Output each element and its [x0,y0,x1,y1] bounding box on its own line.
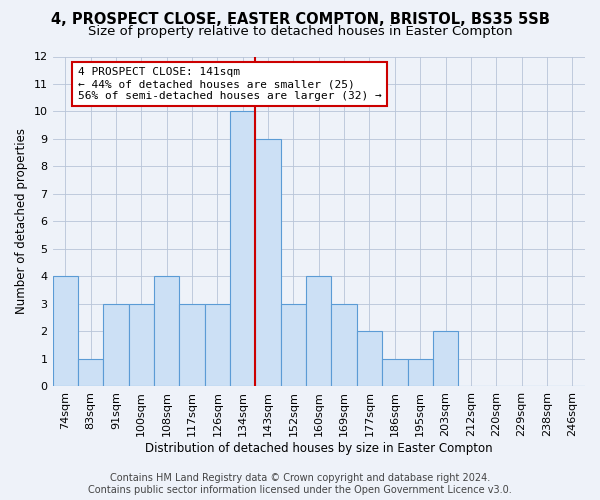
Bar [128,304,154,386]
Bar [256,139,281,386]
Bar [78,359,103,386]
Text: Contains HM Land Registry data © Crown copyright and database right 2024.
Contai: Contains HM Land Registry data © Crown c… [88,474,512,495]
Text: 4 PROSPECT CLOSE: 141sqm
← 44% of detached houses are smaller (25)
56% of semi-d: 4 PROSPECT CLOSE: 141sqm ← 44% of detach… [78,68,382,100]
Bar [281,304,306,386]
X-axis label: Distribution of detached houses by size in Easter Compton: Distribution of detached houses by size … [145,442,493,455]
Bar [331,304,357,386]
Bar [179,304,205,386]
Text: Size of property relative to detached houses in Easter Compton: Size of property relative to detached ho… [88,25,512,38]
Bar [357,332,382,386]
Bar [205,304,230,386]
Bar [103,304,128,386]
Bar [306,276,331,386]
Bar [53,276,78,386]
Bar [433,332,458,386]
Bar [382,359,407,386]
Bar [230,112,256,386]
Bar [407,359,433,386]
Bar [154,276,179,386]
Y-axis label: Number of detached properties: Number of detached properties [15,128,28,314]
Text: 4, PROSPECT CLOSE, EASTER COMPTON, BRISTOL, BS35 5SB: 4, PROSPECT CLOSE, EASTER COMPTON, BRIST… [50,12,550,28]
